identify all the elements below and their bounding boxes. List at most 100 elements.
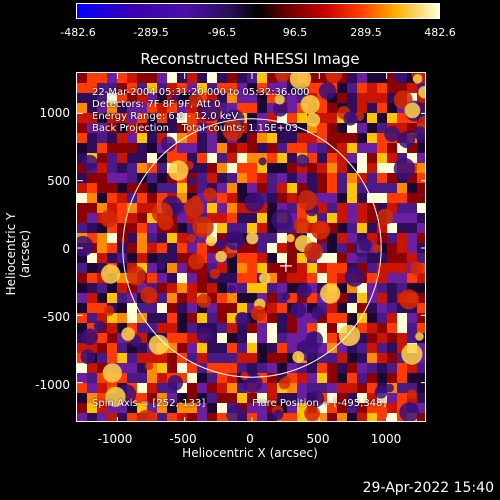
- heatmap-pixel: [347, 213, 357, 223]
- heatmap-pixel: [257, 363, 267, 373]
- heatmap-pixel: [247, 243, 257, 253]
- heatmap-pixel: [237, 183, 247, 193]
- heatmap-pixel: [387, 163, 397, 173]
- heatmap-pixel: [227, 163, 237, 173]
- heatmap-pixel: [357, 313, 367, 323]
- heatmap-pixel: [217, 263, 227, 273]
- heatmap-pixel: [247, 153, 257, 163]
- heatmap-pixel: [347, 353, 357, 363]
- heatmap-pixel: [377, 193, 387, 203]
- heatmap-pixel: [127, 293, 137, 303]
- heatmap-blob: [246, 232, 259, 245]
- heatmap-pixel: [77, 143, 87, 153]
- heatmap-pixel: [107, 283, 117, 293]
- heatmap-blob: [144, 361, 154, 371]
- image-plot-area[interactable]: [76, 72, 426, 422]
- heatmap-pixel: [287, 253, 297, 263]
- heatmap-pixel: [327, 143, 337, 153]
- heatmap-blob: [136, 409, 157, 421]
- heatmap-pixel: [347, 143, 357, 153]
- heatmap-pixel: [137, 143, 147, 153]
- x-tick-label: -500: [169, 432, 197, 446]
- heatmap-pixel: [397, 323, 407, 333]
- heatmap-pixel: [237, 253, 247, 263]
- heatmap-pixel: [137, 323, 147, 333]
- heatmap-pixel: [337, 143, 347, 153]
- heatmap-pixel: [127, 83, 137, 93]
- heatmap-pixel: [347, 223, 357, 233]
- heatmap-pixel: [77, 393, 87, 403]
- heatmap-pixel: [187, 143, 197, 153]
- heatmap-blob: [240, 371, 249, 381]
- heatmap-pixel: [287, 263, 297, 273]
- heatmap-pixel: [267, 173, 277, 183]
- heatmap-pixel: [367, 313, 377, 323]
- heatmap-pixel: [97, 183, 107, 193]
- heatmap-pixel: [387, 303, 397, 313]
- heatmap-pixel: [337, 213, 347, 223]
- heatmap-pixel: [247, 213, 257, 223]
- heatmap-pixel: [367, 303, 377, 313]
- x-axis-title: Heliocentric X (arcsec): [182, 446, 318, 460]
- heatmap-pixel: [137, 303, 147, 313]
- heatmap-pixel: [307, 163, 317, 173]
- heatmap-pixel: [257, 353, 267, 363]
- heatmap-pixel: [277, 293, 287, 303]
- heatmap-pixel: [157, 313, 167, 323]
- heatmap-blob: [418, 86, 425, 99]
- heatmap-pixel: [107, 333, 117, 343]
- heatmap-blob: [184, 197, 205, 218]
- heatmap-pixel: [347, 283, 357, 293]
- heatmap-pixel: [147, 203, 157, 213]
- heatmap-pixel: [127, 313, 137, 323]
- heatmap-pixel: [177, 253, 187, 263]
- heatmap-pixel: [187, 113, 197, 123]
- heatmap-pixel: [267, 403, 277, 413]
- heatmap-pixel: [77, 373, 87, 383]
- heatmap-pixel: [227, 103, 237, 113]
- heatmap-pixel: [77, 323, 87, 333]
- heatmap-pixel: [227, 143, 237, 153]
- heatmap-pixel: [127, 233, 137, 243]
- heatmap-pixel: [147, 113, 157, 123]
- heatmap-pixel: [227, 353, 237, 363]
- heatmap-pixel: [357, 323, 367, 333]
- heatmap-pixel: [287, 313, 297, 323]
- heatmap-pixel: [167, 333, 177, 343]
- heatmap-pixel: [167, 393, 177, 403]
- heatmap-pixel: [387, 273, 397, 283]
- heatmap-pixel: [117, 123, 127, 133]
- heatmap-pixel: [177, 343, 187, 353]
- heatmap-pixel: [217, 103, 227, 113]
- heatmap-pixel: [107, 343, 117, 353]
- heatmap-pixel: [207, 363, 217, 373]
- heatmap-pixel: [397, 223, 407, 233]
- heatmap-pixel: [137, 213, 147, 223]
- heatmap-pixel: [257, 163, 267, 173]
- heatmap-pixel: [417, 403, 425, 413]
- heatmap-pixel: [127, 103, 137, 113]
- heatmap-pixel: [267, 73, 277, 83]
- heatmap-pixel: [217, 373, 227, 383]
- heatmap-pixel: [167, 363, 177, 373]
- heatmap-pixel: [127, 153, 137, 163]
- heatmap-blob: [188, 253, 205, 270]
- heatmap-blob: [344, 266, 365, 287]
- heatmap-pixel: [147, 323, 157, 333]
- heatmap-pixel: [197, 343, 207, 353]
- heatmap-pixel: [177, 93, 187, 103]
- heatmap-pixel: [387, 203, 397, 213]
- heatmap-pixel: [347, 373, 357, 383]
- heatmap-blob: [300, 95, 320, 115]
- heatmap-pixel: [377, 363, 387, 373]
- heatmap-pixel: [377, 323, 387, 333]
- heatmap-pixel: [187, 133, 197, 143]
- heatmap-pixel: [397, 193, 407, 203]
- heatmap-pixel: [207, 253, 217, 263]
- heatmap-pixel: [257, 133, 267, 143]
- heatmap-pixel: [177, 333, 187, 343]
- heatmap-pixel: [157, 293, 167, 303]
- heatmap-pixel: [327, 403, 337, 413]
- heatmap-pixel: [207, 73, 217, 83]
- heatmap-pixel: [257, 343, 267, 353]
